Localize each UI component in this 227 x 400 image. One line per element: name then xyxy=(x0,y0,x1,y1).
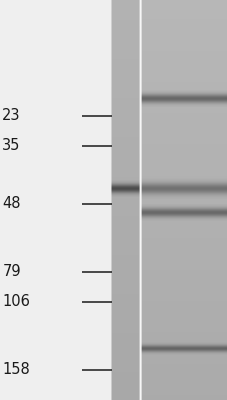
Text: 48: 48 xyxy=(2,196,21,212)
Text: 106: 106 xyxy=(2,294,30,310)
Text: 35: 35 xyxy=(2,138,21,154)
Text: 79: 79 xyxy=(2,264,21,280)
Text: 23: 23 xyxy=(2,108,21,124)
Text: 158: 158 xyxy=(2,362,30,378)
